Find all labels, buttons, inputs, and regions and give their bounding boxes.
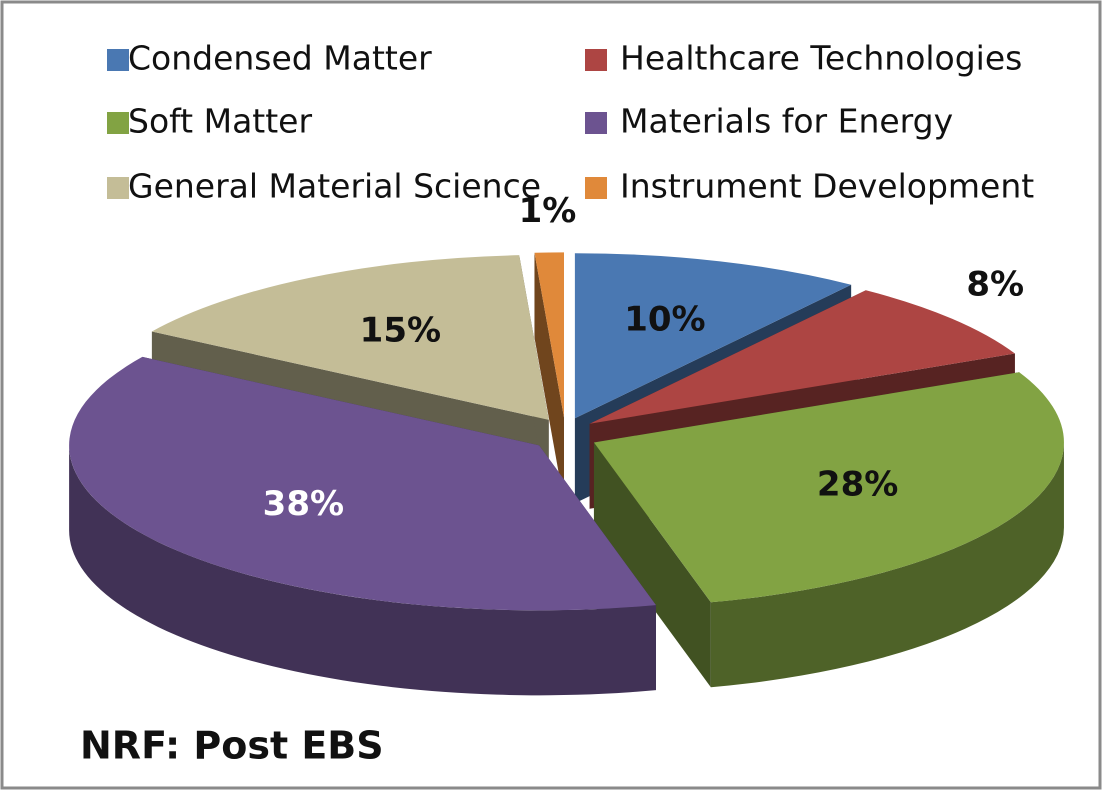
- slice: [151, 255, 549, 420]
- data-label: 15%: [360, 310, 441, 350]
- slice: [574, 253, 852, 419]
- legend-label: Condensed Matter: [128, 39, 432, 78]
- legend-label: Soft Matter: [128, 102, 312, 141]
- legend-label: Instrument Development: [620, 167, 1034, 206]
- slice-wall: [69, 445, 656, 696]
- slice-wall: [710, 442, 1064, 688]
- data-label: 10%: [624, 299, 705, 339]
- legend-swatch: [585, 112, 607, 134]
- slice: [534, 252, 564, 418]
- legend-swatch: [585, 49, 607, 71]
- legend-label: General Material Science: [128, 167, 541, 206]
- data-label: 28%: [817, 465, 898, 505]
- slice: [69, 356, 656, 611]
- legend-swatch: [107, 177, 129, 199]
- data-label: 38%: [263, 484, 344, 524]
- data-label: 8%: [966, 264, 1024, 304]
- slice-side: [593, 442, 711, 688]
- chart-title: NRF: Post EBS: [80, 724, 384, 768]
- legend-label: Materials for Energy: [620, 102, 953, 141]
- data-label: 1%: [519, 191, 577, 231]
- legend-swatch: [107, 49, 129, 71]
- legend-swatch: [107, 112, 129, 134]
- slice-side: [534, 252, 564, 503]
- legend-label: Healthcare Technologies: [620, 39, 1022, 78]
- slice: [589, 290, 1015, 424]
- slice: [593, 372, 1064, 603]
- legend-swatch: [585, 177, 607, 199]
